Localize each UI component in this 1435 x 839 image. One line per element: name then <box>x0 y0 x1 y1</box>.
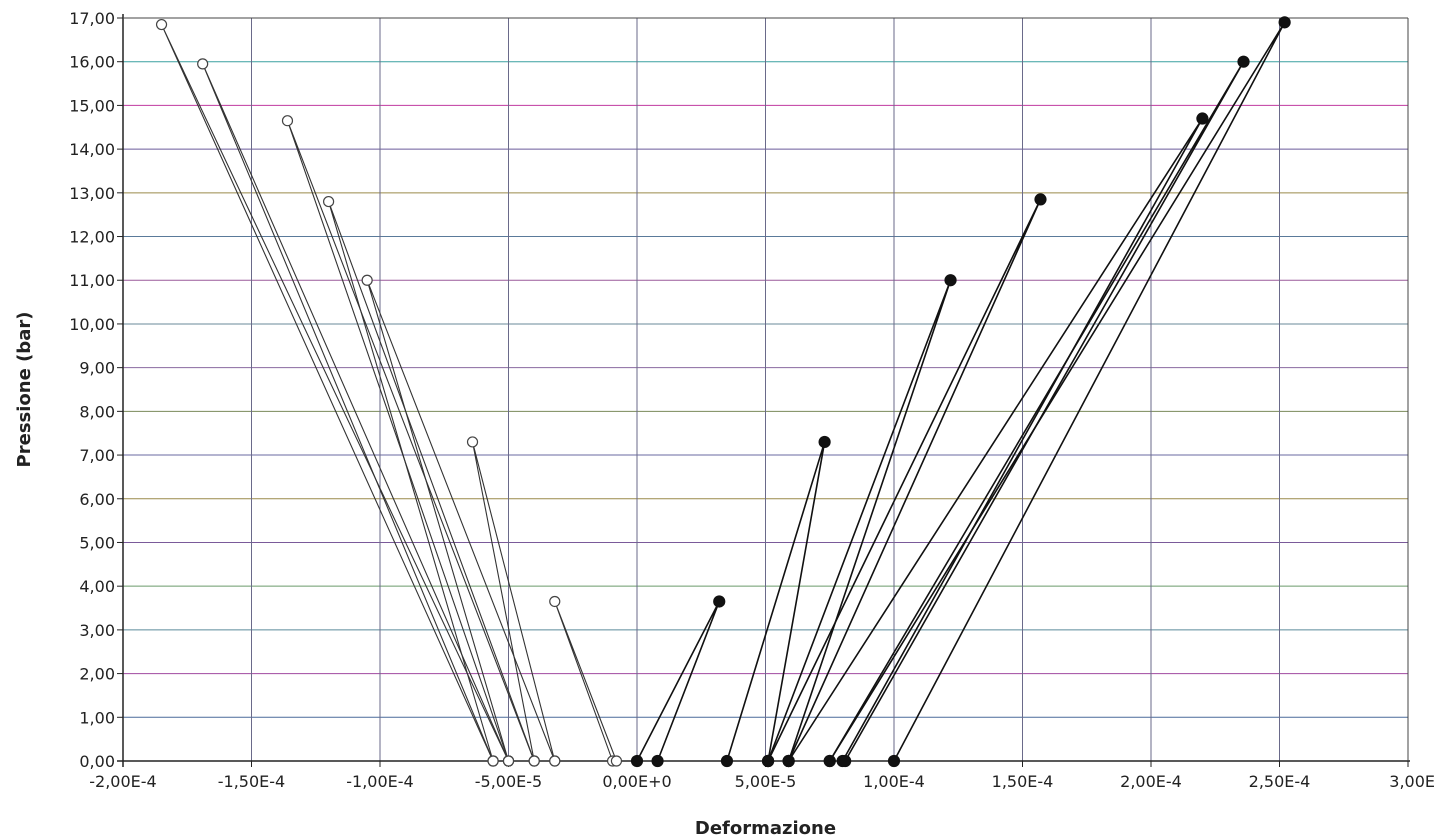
y-tick-label: 16,00 <box>69 53 115 72</box>
y-tick-label: 17,00 <box>69 9 115 28</box>
y-tick-label: 15,00 <box>69 96 115 115</box>
x-tick-label: 1,50E-4 <box>992 772 1054 791</box>
x-axis-title: Deformazione <box>695 818 836 839</box>
series-line-open <box>202 63 510 762</box>
data-point-open <box>466 436 479 448</box>
x-tick-label: 1,00E-4 <box>863 772 925 791</box>
x-tick-label: 0,00E+0 <box>602 772 671 791</box>
y-axis-ticks: 0,00 1,00 2,00 3,00 4,00 5,00 6,00 7,00 8,00 9,00… <box>69 9 123 771</box>
data-point-open <box>528 755 540 767</box>
data-point-filled <box>1196 112 1209 125</box>
y-tick-label: 8,00 <box>79 402 115 421</box>
series-line-open <box>161 24 509 762</box>
series-line-filled <box>829 21 1286 762</box>
y-tick-label: 10,00 <box>69 315 115 334</box>
data-point-open <box>549 595 561 608</box>
data-point-open <box>281 115 294 127</box>
data-point-filled <box>887 754 901 768</box>
data-point-filled <box>1034 193 1047 206</box>
data-point-open <box>549 755 561 767</box>
data-point-filled <box>720 754 734 768</box>
data-point-filled <box>651 754 664 768</box>
y-tick-label: 0,00 <box>79 752 115 771</box>
y-tick-label: 12,00 <box>69 228 115 247</box>
x-tick-label: 2,00E-4 <box>1120 772 1182 791</box>
y-tick-label: 14,00 <box>69 140 115 159</box>
data-point-open <box>197 58 209 70</box>
x-tick-label: -1,00E-4 <box>346 772 413 791</box>
y-tick-label: 7,00 <box>79 446 115 465</box>
series-points <box>155 16 1291 768</box>
y-tick-label: 4,00 <box>79 577 115 596</box>
series-line-open <box>471 441 556 762</box>
y-tick-label: 2,00 <box>79 665 115 684</box>
data-point-filled <box>761 754 775 768</box>
y-tick-label: 3,00 <box>79 621 115 640</box>
data-point-open <box>610 755 623 767</box>
series-line-filled <box>636 601 720 762</box>
x-tick-label: -5,00E-5 <box>475 772 542 791</box>
x-tick-label: 2,50E-4 <box>1249 772 1311 791</box>
data-point-open <box>323 195 335 208</box>
y-tick-label: 1,00 <box>79 708 115 727</box>
x-tick-label: -1,50E-4 <box>218 772 285 791</box>
y-tick-label: 5,00 <box>79 533 115 552</box>
data-point-filled <box>944 274 957 287</box>
grid <box>122 17 1409 762</box>
data-point-filled <box>823 754 836 768</box>
series-line-open <box>286 120 535 762</box>
x-tick-label: 5,00E-5 <box>735 772 797 791</box>
data-point-open <box>502 755 515 767</box>
series-line-open <box>328 201 535 762</box>
y-tick-label: 11,00 <box>69 271 115 290</box>
y-tick-label: 13,00 <box>69 184 115 203</box>
data-point-open <box>487 755 499 767</box>
data-point-filled <box>839 754 852 768</box>
y-tick-label: 9,00 <box>79 359 115 378</box>
series-line-filled <box>787 118 1204 762</box>
x-tick-label: -2,00E-4 <box>89 772 156 791</box>
x-tick-label: 3,00E <box>1389 772 1435 791</box>
series-lines <box>161 21 1286 762</box>
series-line-filled <box>767 279 952 762</box>
data-point-filled <box>818 435 831 449</box>
data-point-filled <box>1278 16 1291 29</box>
series-line-open <box>554 601 617 762</box>
data-point-open <box>361 274 373 286</box>
data-point-filled <box>782 754 795 768</box>
data-point-filled <box>630 754 644 768</box>
data-point-open <box>155 18 168 31</box>
plot-frame <box>117 14 1410 767</box>
y-axis-title: Pressione (bar) <box>14 312 35 468</box>
x-axis-ticks: -2,00E-4 -1,50E-4 -1,00E-4 -5,00E-5 0,00E+0 5… <box>89 761 1435 791</box>
data-point-filled <box>1237 55 1250 68</box>
data-point-filled <box>713 595 726 608</box>
y-tick-label: 6,00 <box>79 490 115 509</box>
